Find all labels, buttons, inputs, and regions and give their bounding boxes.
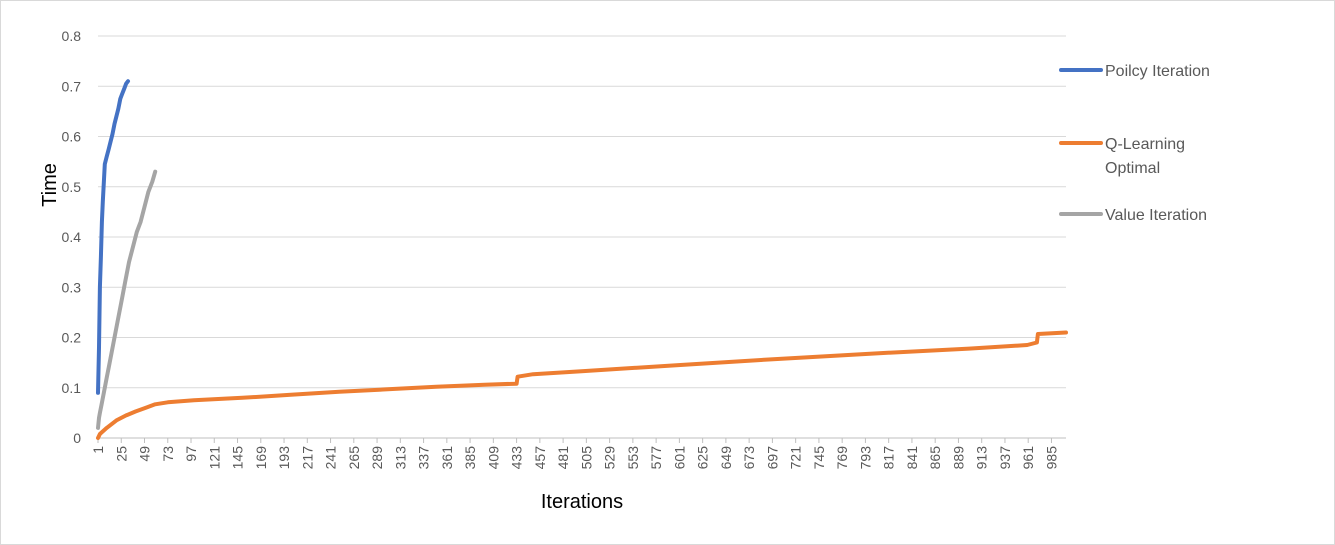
x-tick-label: 289 [369, 446, 385, 470]
x-tick-label: 361 [439, 446, 455, 470]
series-line-1 [96, 330, 1068, 440]
x-tick-label: 985 [1043, 446, 1059, 470]
y-tick-label: 0.8 [62, 28, 82, 44]
series-line-0 [96, 79, 130, 395]
x-tick-label: 1 [90, 446, 106, 454]
x-tick-label: 601 [671, 446, 687, 470]
x-tick-label: 97 [183, 446, 199, 462]
y-tick-label: 0.7 [62, 78, 82, 94]
y-tick-label: 0 [73, 430, 81, 446]
y-tick-label: 0.6 [62, 129, 82, 145]
y-tick-label: 0.1 [62, 380, 82, 396]
x-tick-label: 745 [811, 446, 827, 470]
y-tick-label: 0.3 [62, 279, 82, 295]
x-tick-label: 721 [788, 446, 804, 470]
x-tick-label: 121 [206, 446, 222, 470]
x-axis-title: Iterations [541, 491, 623, 513]
series-line-2 [96, 169, 158, 430]
axes: 0 0.1 0.2 0.3 0.4 0.5 0.6 0.7 0.8 1 25 49 73 97 121 145… [62, 28, 1066, 469]
x-tick-label: 793 [857, 446, 873, 470]
x-tick-label: 769 [834, 446, 850, 470]
legend-label-2: Value Iteration [1105, 207, 1207, 224]
x-tick-label: 673 [741, 446, 757, 470]
x-tick-label: 913 [974, 446, 990, 470]
x-tick-label: 865 [927, 446, 943, 470]
x-tick-label: 577 [648, 446, 664, 470]
legend: Poilcy Iteration Q-Learning Optimal Value I… [1059, 63, 1210, 224]
x-tick-label: 73 [160, 446, 176, 462]
legend-label-0: Poilcy Iteration [1105, 63, 1210, 80]
x-tick-label: 841 [904, 446, 920, 470]
series-lines [96, 79, 1068, 440]
x-tick-label: 553 [625, 446, 641, 470]
x-tick-label: 649 [718, 446, 734, 470]
x-tick-label: 49 [137, 446, 153, 462]
x-tick-label: 889 [950, 446, 966, 470]
y-axis-title: Time [39, 163, 61, 207]
x-tick-label: 385 [462, 446, 478, 470]
y-tick-label: 0.4 [62, 229, 82, 245]
x-tick-label: 145 [230, 446, 246, 470]
x-tick-label: 937 [997, 446, 1013, 470]
x-tick-label: 817 [881, 446, 897, 470]
legend-label-1: Q-Learning Optimal [1105, 136, 1185, 177]
x-tick-label: 409 [485, 446, 501, 470]
x-tick-label: 193 [276, 446, 292, 470]
y-tick-label: 0.2 [62, 330, 82, 346]
x-tick-label: 457 [532, 446, 548, 470]
x-tick-label: 169 [253, 446, 269, 470]
x-tick-label: 505 [578, 446, 594, 470]
x-tick-label: 217 [299, 446, 315, 470]
x-tick-label: 481 [555, 446, 571, 470]
y-tick-label: 0.5 [62, 179, 82, 195]
x-tick-label: 265 [346, 446, 362, 470]
x-tick-label: 313 [392, 446, 408, 470]
gridlines [98, 35, 1066, 389]
x-tick-label: 337 [416, 446, 432, 470]
x-tick-label: 241 [323, 446, 339, 470]
x-tick-label: 697 [764, 446, 780, 470]
x-tick-label: 625 [695, 446, 711, 470]
x-tick-label: 529 [602, 446, 618, 470]
x-tick-label: 961 [1020, 446, 1036, 470]
x-tick-label: 25 [113, 446, 129, 462]
x-tick-label: 433 [509, 446, 525, 470]
